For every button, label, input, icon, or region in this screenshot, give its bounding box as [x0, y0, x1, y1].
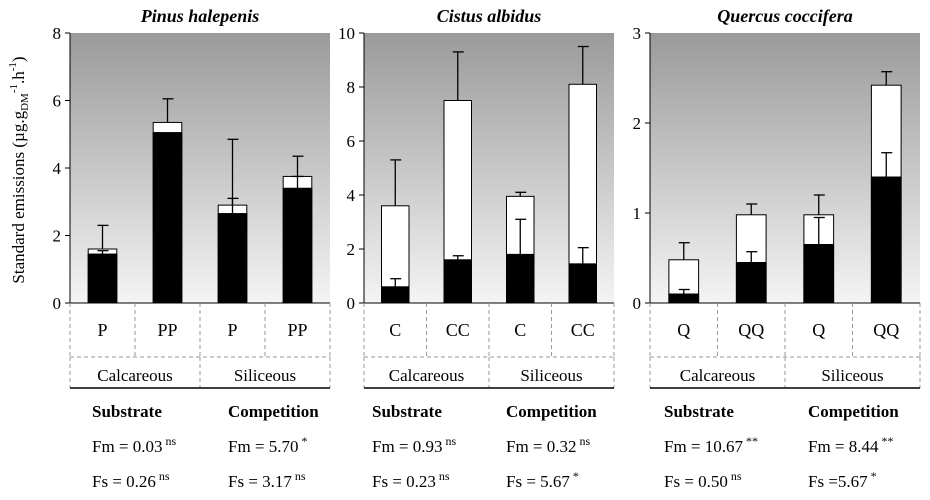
stats-competition-label: Competition	[228, 402, 319, 421]
stats-panel-1-competition: Competition Fm = 5.70 * Fs = 3.17 ns	[228, 402, 358, 492]
stats-fs: Fs = 3.17	[228, 472, 292, 491]
x-category-label: P	[97, 320, 107, 340]
stats-fs: Fs = 5.67	[506, 472, 570, 491]
stats-panel-3-substrate: Substrate Fm = 10.67 ** Fs = 0.50 ns	[664, 402, 814, 492]
x-category-label: CC	[571, 320, 595, 340]
x-category-label: Q	[812, 320, 825, 340]
stats-sig: ns	[165, 434, 177, 448]
stats-substrate-label: Substrate	[92, 402, 162, 421]
stats-competition-label: Competition	[506, 402, 597, 421]
y-axis-label: Standard emissions (µg.gDM-1.h-1)	[7, 56, 31, 283]
x-category-label: P	[227, 320, 237, 340]
y-axis-label-main: Standard emissions (µg.g	[9, 110, 28, 283]
stats-sig: *	[870, 469, 877, 483]
y-tick-label: 10	[338, 24, 355, 43]
y-tick-label: 4	[347, 186, 356, 205]
stats-fm: Fm = 5.70	[228, 437, 299, 456]
y-tick-label: 8	[347, 78, 356, 97]
bar-black	[668, 293, 700, 304]
stats-sig: **	[881, 434, 894, 448]
chart-title: Quercus coccifera	[717, 6, 852, 26]
x-group-label: Calcareous	[97, 366, 173, 385]
x-category-label: C	[389, 320, 401, 340]
x-group-label: Siliceous	[234, 366, 296, 385]
stats-sig: ns	[579, 434, 591, 448]
x-category-label: PP	[287, 320, 307, 340]
stats-substrate-label: Substrate	[372, 402, 442, 421]
y-axis-label-sup1: -1	[8, 84, 20, 93]
stats-sig: **	[746, 434, 759, 448]
y-tick-label: 0	[53, 294, 62, 313]
stats-fm: Fm = 0.32	[506, 437, 577, 456]
stats-fs: Fs =5.67	[808, 472, 868, 491]
y-tick-label: 4	[53, 159, 62, 178]
x-group-label: Calcareous	[389, 366, 465, 385]
y-axis-label-sup2: -1	[7, 62, 19, 71]
bar-black	[381, 286, 410, 304]
stats-panel-2-substrate: Substrate Fm = 0.93 ns Fs = 0.23 ns	[372, 402, 512, 492]
y-tick-label: 8	[53, 24, 62, 43]
y-tick-label: 2	[53, 227, 62, 246]
y-tick-label: 6	[53, 92, 62, 111]
chart-title: Cistus albidus	[437, 6, 542, 26]
x-category-label: Q	[677, 320, 690, 340]
figure: Standard emissions (µg.gDM-1.h-1) Pinus …	[7, 6, 921, 389]
bar-black	[568, 263, 597, 304]
x-category-label: QQ	[738, 320, 764, 340]
bar-black	[443, 259, 472, 304]
bar-black	[87, 253, 118, 304]
bar-black	[803, 244, 835, 304]
y-axis-label-end: )	[9, 56, 28, 62]
bar-black	[282, 187, 313, 304]
y-tick-label: 6	[347, 132, 356, 151]
y-tick-label: 2	[347, 240, 356, 259]
stats-panel-2-competition: Competition Fm = 0.32 ns Fs = 5.67 *	[506, 402, 626, 492]
bar-black	[217, 213, 248, 304]
x-category-label: CC	[446, 320, 470, 340]
stats-fs: Fs = 0.23	[372, 472, 436, 491]
chart-title: Pinus halepenis	[140, 6, 260, 26]
y-axis-label-sub: DM	[19, 93, 31, 111]
stats-sig: ns	[294, 469, 306, 483]
stats-fs: Fs = 0.26	[92, 472, 156, 491]
x-group-label: Siliceous	[520, 366, 582, 385]
stats-fm: Fm = 10.67	[664, 437, 744, 456]
stats-sig: *	[572, 469, 579, 483]
y-axis-label-mid: .h	[9, 71, 28, 84]
stats-fs: Fs = 0.50	[664, 472, 728, 491]
y-tick-label: 0	[347, 294, 356, 313]
x-category-label: QQ	[873, 320, 899, 340]
x-category-label: PP	[157, 320, 177, 340]
x-group-label: Siliceous	[821, 366, 883, 385]
y-tick-label: 3	[633, 24, 642, 43]
bar-black	[506, 253, 535, 304]
stats-sig: ns	[438, 469, 450, 483]
bar-black	[870, 176, 902, 304]
stats-fm: Fm = 0.93	[372, 437, 443, 456]
y-tick-label: 1	[633, 204, 642, 223]
y-tick-label: 0	[633, 294, 642, 313]
stats-panel-1-substrate: Substrate Fm = 0.03 ns Fs = 0.26 ns	[92, 402, 242, 492]
stats-panel-3-competition: Competition Fm = 8.44 ** Fs =5.67 *	[808, 402, 928, 492]
y-tick-label: 2	[633, 114, 642, 133]
stats-fm: Fm = 0.03	[92, 437, 163, 456]
x-group-label: Calcareous	[680, 366, 756, 385]
stats-fm: Fm = 8.44	[808, 437, 879, 456]
stats-sig: ns	[158, 469, 170, 483]
stats-sig: ns	[445, 434, 457, 448]
stats-substrate-label: Substrate	[664, 402, 734, 421]
bar-black	[152, 132, 183, 304]
stats-competition-label: Competition	[808, 402, 899, 421]
bar-black	[735, 262, 767, 304]
stats-sig: ns	[730, 469, 742, 483]
stats-sig: *	[301, 434, 308, 448]
x-category-label: C	[514, 320, 526, 340]
svg-text:Standard emissions (µg.gDM-1.: Standard emissions (µg.gDM-1.h-1)	[7, 56, 31, 283]
